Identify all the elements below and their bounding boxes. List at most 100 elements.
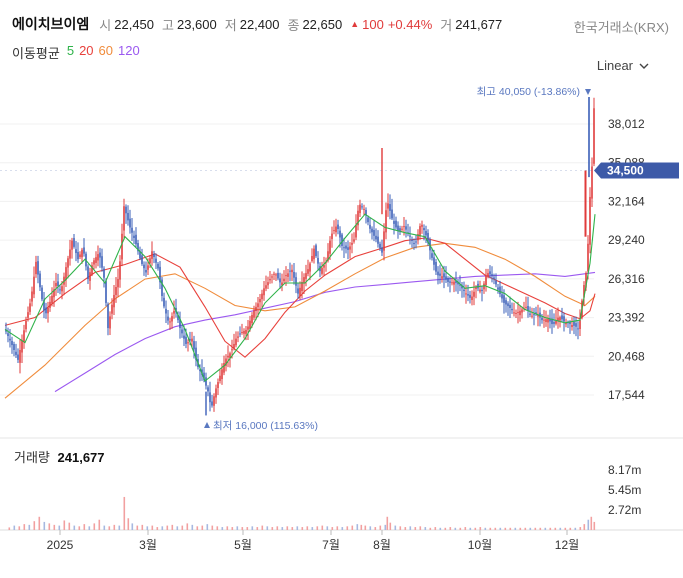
candle-body [593, 108, 595, 164]
candle-body [591, 166, 593, 199]
ma-legend[interactable]: 이동평균 5 20 60 120 [12, 43, 140, 62]
candle-body [441, 276, 443, 279]
candle-body [327, 251, 329, 261]
candle-body [553, 322, 555, 324]
volume-bar [394, 525, 397, 530]
volume-bar [326, 526, 329, 530]
candle-body [317, 257, 319, 264]
candle-body [261, 293, 263, 300]
candle-body [451, 282, 453, 284]
volume-tick-label: 5.45m [608, 483, 641, 497]
candle-body [111, 304, 113, 314]
candle-body [293, 271, 295, 278]
candle-body [243, 330, 245, 334]
candle-body [61, 286, 63, 292]
candle-body [147, 265, 149, 270]
candle-body [173, 310, 175, 314]
candle-body [225, 358, 227, 366]
time-axis: 2025 3월 5월 7월 8월 10월 12월 [47, 530, 579, 552]
candle-body [25, 320, 27, 330]
candle-body [537, 314, 539, 317]
candle-body [169, 321, 171, 323]
candle-body [53, 289, 55, 298]
candle-body [55, 283, 57, 287]
candle-body [383, 231, 385, 251]
volume-bar [83, 524, 86, 530]
candle-body [41, 287, 43, 300]
volume-bar [201, 525, 204, 530]
candle-body [493, 277, 495, 280]
candle-body [27, 312, 29, 318]
candle-body [189, 339, 191, 341]
candle-body [151, 251, 153, 259]
candle-body [207, 387, 209, 392]
candle-body [203, 372, 205, 380]
price-tick-label: 32,164 [608, 194, 645, 208]
volume-bar [18, 526, 21, 530]
candle-body [295, 277, 297, 286]
price-tick-label: 23,392 [608, 311, 645, 325]
volume-bar [136, 525, 139, 530]
candle-body [341, 234, 343, 246]
volume-bar [399, 526, 402, 530]
candle-body [447, 278, 449, 282]
volume-label: 거 [440, 17, 453, 33]
volume-bar [469, 527, 472, 530]
low-annotation: 최저 16,000 (115.63%) [213, 420, 318, 432]
volume-tick-label: 8.17m [608, 463, 641, 477]
ma120-path [54, 271, 596, 393]
candle-body [183, 335, 185, 339]
volume-bar [123, 496, 126, 530]
candle-body [355, 225, 357, 238]
candle-body [513, 312, 515, 314]
volume-bar [484, 527, 487, 530]
candle-body [163, 297, 165, 307]
volume-bar [266, 526, 269, 530]
volume-bar [494, 527, 497, 530]
volume-bar [509, 527, 512, 530]
candle-body [473, 291, 475, 297]
candle-body [139, 251, 141, 259]
current-price-tag [594, 162, 679, 179]
price-tick-label: 20,468 [608, 349, 645, 363]
candle-body [69, 249, 71, 259]
volume-bar [176, 526, 179, 530]
volume-bar [23, 524, 26, 530]
candle-body [245, 329, 247, 334]
candle-body [503, 295, 505, 303]
candle-body [89, 272, 91, 281]
stock-name[interactable]: 에이치브이엠 [12, 16, 90, 32]
candle-body [569, 321, 571, 325]
candle-body [311, 256, 313, 262]
volume-bar [236, 526, 239, 530]
ma-legend-title: 이동평균 [12, 46, 60, 61]
volume-bar [296, 526, 299, 530]
candle-body [161, 279, 163, 297]
candle-body [535, 312, 537, 314]
candle-body [171, 316, 173, 322]
candle-body [465, 293, 467, 295]
candle-body [227, 355, 229, 358]
candle-body [229, 353, 231, 359]
candle-body [9, 338, 11, 341]
volume-bar [73, 525, 76, 530]
chart-grid [0, 123, 683, 531]
stock-header: 에이치브이엠 시 22,450 고 23,600 저 22,400 종 22,6… [12, 14, 510, 34]
candle-body [219, 375, 221, 382]
volume-bar [590, 516, 593, 530]
ma60-line [4, 242, 596, 399]
scale-selector[interactable]: Linear [597, 58, 649, 73]
candle-body [99, 252, 101, 258]
chart-annotations: 34,500 최고 40,050 (-13.86%) 최저 16,000 (115.… [0, 86, 679, 432]
candle-body [437, 271, 439, 276]
candle-body [533, 314, 535, 316]
candle-body [11, 341, 13, 346]
candle-body [57, 281, 59, 287]
candle-body [541, 317, 543, 321]
volume-bar [53, 524, 56, 530]
candle-body [35, 261, 37, 275]
volume-bar [549, 527, 552, 530]
candle-body [251, 315, 253, 324]
volume-bar [161, 526, 164, 530]
